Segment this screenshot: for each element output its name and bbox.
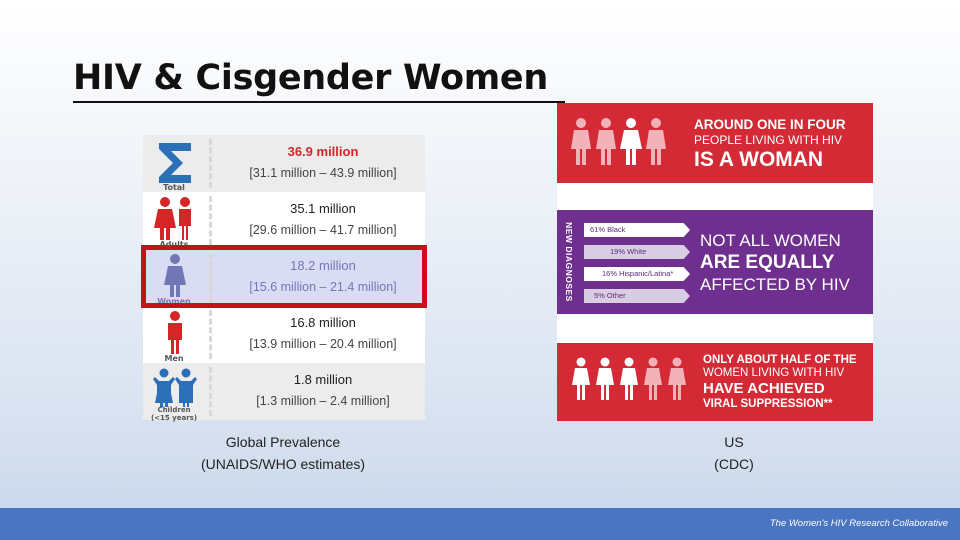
left-caption-line1: Global Prevalence (225, 434, 341, 450)
stat-label: Total (163, 183, 185, 192)
mid-line2: ARE EQUALLY (700, 252, 835, 273)
stat-range: [29.6 million – 41.7 million] (249, 223, 397, 237)
woman-icon (164, 254, 186, 297)
adults-icon (154, 197, 191, 240)
divider (209, 310, 212, 359)
bot-line4: VIRAL SUPPRESSION** (703, 398, 833, 410)
stat-value: 35.1 million (290, 201, 356, 216)
divider (209, 253, 212, 302)
stat-value: 1.8 million (293, 372, 353, 387)
right-caption: US (CDC) (654, 431, 814, 475)
mid-line3: AFFECTED BY HIV (700, 275, 850, 294)
race-bar-hispanic: 16% Hispanic/Latina* (584, 267, 690, 281)
right-caption-line2: (CDC) (714, 456, 754, 472)
bot-line2: WOMEN LIVING WITH HIV (703, 367, 845, 379)
left-caption-line2: (UNAIDS/WHO estimates) (200, 456, 366, 472)
global-prevalence-panel: Total 36.9 million [31.1 million – 43.9 … (143, 135, 425, 422)
divider (209, 196, 212, 245)
bot-line1: ONLY ABOUT HALF OF THE (703, 354, 857, 366)
stat-label-line2: (<15 years) (150, 414, 198, 422)
women-highlight-box (141, 245, 427, 308)
left-caption: Global Prevalence (UNAIDS/WHO estimates) (163, 431, 403, 475)
slide-title: HIV & Cisgender Women (73, 58, 548, 98)
stat-row-adults: Adults 35.1 million [29.6 million – 41.7… (143, 192, 425, 249)
children-icon (153, 368, 197, 407)
man-icon (168, 311, 182, 354)
bot-line3: HAVE ACHIEVED (703, 380, 825, 397)
stat-row-total: Total 36.9 million [31.1 million – 43.9 … (143, 135, 425, 192)
new-diagnoses-label: NEW DIAGNOSES (561, 210, 577, 314)
top-line2: PEOPLE LIVING WITH HIV (694, 133, 843, 147)
stat-value: 36.9 million (287, 144, 359, 159)
race-bar-black: 61% Black (584, 223, 690, 237)
stat-label: Adults (159, 240, 189, 249)
top-line1: AROUND ONE IN FOUR (694, 117, 846, 132)
right-caption-line1: US (724, 434, 744, 450)
stat-row-men: Men 16.8 million [13.9 million – 20.4 mi… (143, 306, 425, 363)
title-underline (73, 101, 565, 103)
top-line3: IS A WOMAN (694, 148, 824, 171)
stat-range: [13.9 million – 20.4 million] (249, 337, 397, 351)
stat-row-children: Children (<15 years) 1.8 million [1.3 mi… (143, 363, 425, 422)
divider (209, 367, 212, 416)
stat-label: Women (157, 297, 191, 306)
race-bar-other: 5% Other (584, 289, 690, 303)
stat-range: [31.1 million – 43.9 million] (249, 166, 397, 180)
stat-label: Men (164, 354, 184, 363)
stat-value: 16.8 million (290, 315, 356, 330)
mid-line1: NOT ALL WOMEN (700, 231, 841, 250)
footer-credit: The Women's HIV Research Collaborative (769, 518, 948, 529)
footer-bar: The Women's HIV Research Collaborative (0, 508, 960, 540)
divider (209, 139, 212, 188)
stat-range: [1.3 million – 2.4 million] (256, 394, 390, 408)
half-suppression-people-icon (572, 357, 686, 400)
sigma-icon (159, 143, 191, 183)
stat-range: [15.6 million – 21.4 million] (249, 280, 397, 294)
vertical-text: NEW DIAGNOSES (564, 222, 575, 302)
stat-value: 18.2 million (290, 258, 356, 273)
four-people-icon (571, 118, 666, 165)
stat-row-women: Women 18.2 million [15.6 million – 21.4 … (143, 249, 425, 306)
stat-label: Children (<15 years) (143, 406, 205, 422)
race-bar-white: 19% White (584, 245, 690, 259)
stat-label-line1: Children (157, 406, 191, 414)
us-cdc-infographic: AROUND ONE IN FOUR PEOPLE LIVING WITH HI… (557, 103, 873, 421)
